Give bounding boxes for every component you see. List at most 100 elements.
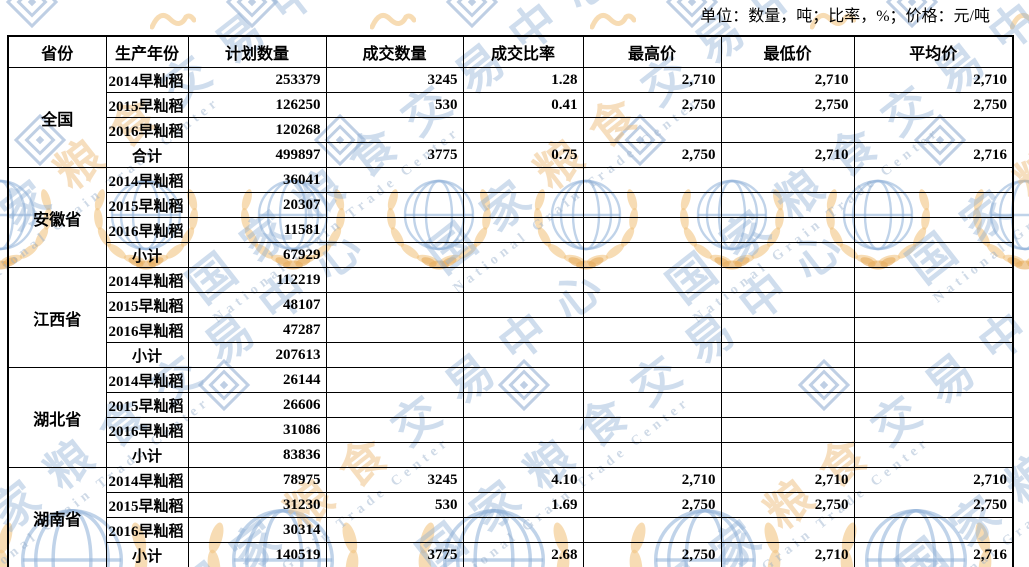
- cell-avg-price: [853, 192, 1014, 218]
- cell-deal-ratio: [462, 417, 584, 443]
- cell-deal-qty: [325, 317, 464, 343]
- cell-deal-ratio: 1.28: [462, 67, 584, 93]
- cell-planned-qty: 499897: [187, 142, 327, 168]
- cell-deal-qty: [325, 292, 464, 318]
- cell-high-price: [582, 242, 722, 268]
- cell-year: 2016早籼稻: [105, 417, 189, 443]
- cell-avg-price: 2,716: [853, 142, 1014, 168]
- table-row: 2015早籼稻 31230 530 1.69 2,750 2,750 2,750: [8, 492, 1014, 518]
- cell-deal-ratio: [462, 442, 584, 468]
- cell-year: 2015早籼稻: [105, 392, 189, 418]
- watermark-diamond-icon: [5, 0, 59, 29]
- column-header-deal-qty: 成交数量: [325, 35, 464, 68]
- cell-deal-qty: 3775: [325, 542, 464, 567]
- cell-high-price: [582, 117, 722, 143]
- cell-deal-qty: 3245: [325, 67, 464, 93]
- cell-planned-qty: 47287: [187, 317, 327, 343]
- cell-subtotal-label: 小计: [105, 442, 189, 468]
- cell-deal-qty: [325, 442, 464, 468]
- table-row: 2016早籼稻 47287: [8, 317, 1014, 343]
- cell-deal-ratio: [462, 317, 584, 343]
- cell-year: 2016早籼稻: [105, 117, 189, 143]
- cell-low-price: [720, 292, 855, 318]
- column-header-high-price: 最高价: [582, 35, 722, 68]
- table-row: 2016早籼稻 30314: [8, 517, 1014, 543]
- cell-low-price: [720, 242, 855, 268]
- column-header-planned-qty: 计划数量: [187, 35, 327, 68]
- cell-year: 2014早籼稻: [105, 367, 189, 393]
- cell-deal-ratio: [462, 192, 584, 218]
- cell-year: 2016早籼稻: [105, 317, 189, 343]
- cell-high-price: [582, 267, 722, 293]
- cell-deal-ratio: [462, 517, 584, 543]
- cell-deal-qty: [325, 367, 464, 393]
- cell-avg-price: [853, 292, 1014, 318]
- cell-deal-qty: [325, 167, 464, 193]
- cell-low-price: [720, 517, 855, 543]
- cell-low-price: [720, 217, 855, 243]
- cell-year: 2014早籼稻: [105, 467, 189, 493]
- cell-subtotal-label: 合计: [105, 142, 189, 168]
- cell-deal-ratio: [462, 342, 584, 368]
- cell-low-price: [720, 367, 855, 393]
- cell-low-price: [720, 117, 855, 143]
- cell-subtotal-label: 小计: [105, 242, 189, 268]
- table-row: 小计 140519 3775 2.68 2,750 2,710 2,716: [8, 542, 1014, 567]
- cell-avg-price: [853, 442, 1014, 468]
- cell-deal-qty: 3245: [325, 467, 464, 493]
- cell-deal-qty: [325, 417, 464, 443]
- cell-low-price: [720, 342, 855, 368]
- cell-avg-price: [853, 242, 1014, 268]
- cell-planned-qty: 20307: [187, 192, 327, 218]
- watermark-wheat-curl-icon: [1010, 12, 1029, 30]
- cell-deal-qty: [325, 192, 464, 218]
- cell-low-price: 2,750: [720, 492, 855, 518]
- cell-deal-ratio: 0.75: [462, 142, 584, 168]
- cell-high-price: [582, 392, 722, 418]
- cell-deal-ratio: [462, 167, 584, 193]
- cell-deal-qty: 3775: [325, 142, 464, 168]
- table-body: 全国 2014早籼稻 253379 3245 1.28 2,710 2,710 2,710 20…: [7, 67, 1014, 567]
- watermark-diamond-icon: [225, 0, 279, 29]
- province-cell: 安徽省: [7, 167, 107, 268]
- table-row: 小计 83836: [8, 442, 1014, 468]
- cell-high-price: [582, 517, 722, 543]
- cell-deal-qty: [325, 242, 464, 268]
- cell-low-price: 2,710: [720, 542, 855, 567]
- cell-deal-qty: 530: [325, 492, 464, 518]
- column-header-avg-price: 平均价: [853, 35, 1014, 68]
- unit-note: 单位：数量，吨；比率，%；价格：元/吨: [700, 8, 990, 25]
- cell-planned-qty: 78975: [187, 467, 327, 493]
- cell-deal-ratio: [462, 217, 584, 243]
- cell-avg-price: [853, 517, 1014, 543]
- cell-deal-qty: [325, 392, 464, 418]
- cell-year: 2015早籼稻: [105, 192, 189, 218]
- cell-planned-qty: 253379: [187, 67, 327, 93]
- cell-high-price: [582, 367, 722, 393]
- province-cell: 湖南省: [7, 467, 107, 567]
- province-cell: 全国: [7, 67, 107, 168]
- cell-low-price: [720, 442, 855, 468]
- table-row: 2016早籼稻 120268: [8, 117, 1014, 143]
- cell-year: 2014早籼稻: [105, 167, 189, 193]
- column-header-low-price: 最低价: [720, 35, 855, 68]
- table-row: 江西省 2014早籼稻 112219: [7, 267, 1014, 368]
- cell-deal-qty: [325, 217, 464, 243]
- table-row: 2015早籼稻 126250 530 0.41 2,750 2,750 2,750: [8, 92, 1014, 118]
- cell-high-price: 2,750: [582, 142, 722, 168]
- cell-avg-price: [853, 167, 1014, 193]
- cell-planned-qty: 48107: [187, 292, 327, 318]
- watermark-wheat-curl-icon: [590, 12, 636, 30]
- cell-avg-price: 2,710: [853, 67, 1014, 93]
- table-row: 2016早籼稻 31086: [8, 417, 1014, 443]
- cell-high-price: [582, 192, 722, 218]
- cell-planned-qty: 26606: [187, 392, 327, 418]
- cell-deal-ratio: [462, 292, 584, 318]
- cell-subtotal-label: 小计: [105, 542, 189, 567]
- cell-planned-qty: 31230: [187, 492, 327, 518]
- table-row: 全国 2014早籼稻 253379 3245 1.28 2,710 2,710 2,710: [7, 67, 1014, 168]
- header-row: 省份 生产年份 计划数量 成交数量 成交比率 最高价 最低价 平均价: [7, 35, 1014, 68]
- cell-year: 2014早籼稻: [105, 67, 189, 93]
- cell-deal-ratio: [462, 242, 584, 268]
- cell-high-price: 2,710: [582, 467, 722, 493]
